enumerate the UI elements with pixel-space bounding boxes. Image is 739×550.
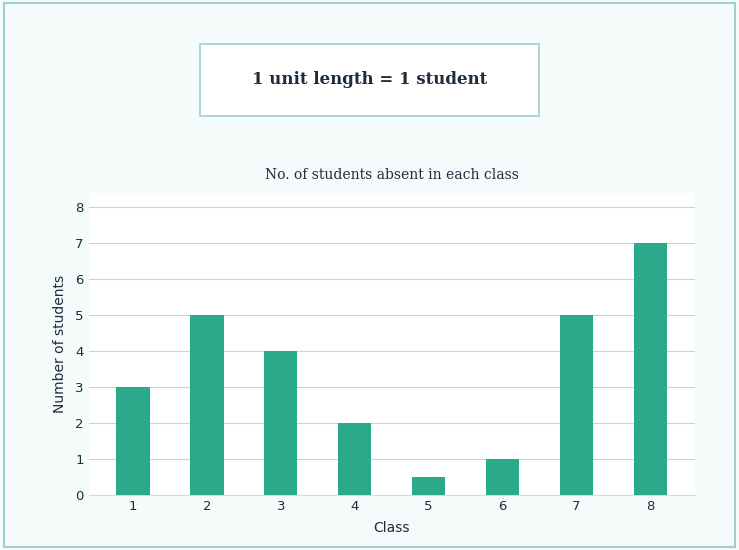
Bar [634,243,667,495]
Title: No. of students absent in each class: No. of students absent in each class [265,168,519,182]
Bar [412,477,446,495]
Bar [265,351,297,495]
Bar [338,423,372,495]
Bar [117,387,149,495]
X-axis label: Class: Class [373,521,410,535]
Bar [191,315,224,495]
Bar [560,315,593,495]
Text: 1 unit length = 1 student: 1 unit length = 1 student [252,72,487,88]
Bar [486,459,520,495]
Y-axis label: Number of students: Number of students [53,274,67,413]
